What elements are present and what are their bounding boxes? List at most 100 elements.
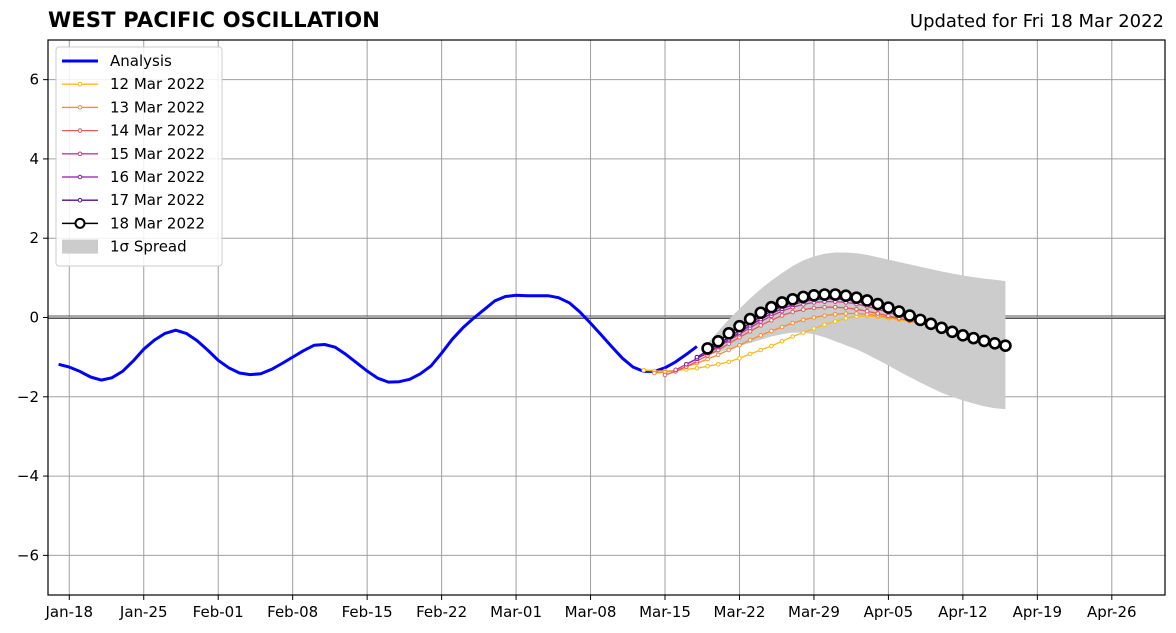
legend-item: Analysis	[62, 52, 172, 70]
y-tick-label: 4	[29, 150, 39, 168]
data-point	[935, 321, 948, 335]
legend-marker	[77, 151, 83, 157]
x-tick-label: Feb-22	[416, 603, 467, 621]
data-point	[737, 356, 742, 361]
x-tick-label: Feb-08	[267, 603, 318, 621]
data-point	[683, 361, 689, 367]
x-tick-label: Jan-18	[44, 603, 93, 621]
data-point	[801, 307, 806, 312]
data-point	[779, 324, 785, 330]
data-point	[726, 347, 732, 353]
analysis-line	[58, 293, 698, 384]
legend-marker	[77, 128, 83, 133]
data-point	[956, 329, 970, 342]
data-point	[811, 326, 817, 331]
ticks: Jan-18 Jan-25 Feb-01 Feb-08 Feb-15 Feb-22 Mar-…	[17, 71, 1137, 621]
data-point	[828, 288, 842, 301]
data-point	[914, 313, 927, 327]
data-point	[999, 339, 1012, 352]
data-point	[779, 338, 785, 344]
data-point	[875, 311, 881, 316]
legend: Analysis 12 Mar 2022 13 Mar 2022 14 Mar 202…	[55, 46, 223, 267]
data-point	[743, 312, 757, 326]
data-point	[832, 319, 838, 324]
x-tick-label: Mar-08	[565, 603, 617, 621]
data-point	[786, 292, 799, 306]
data-point	[882, 301, 895, 314]
data-point	[726, 359, 732, 365]
x-tick-label: Apr-12	[938, 603, 988, 621]
data-point	[811, 315, 817, 320]
plot-content	[58, 252, 1012, 410]
x-tick-label: Feb-15	[342, 603, 393, 621]
data-point	[850, 291, 863, 304]
data-point	[715, 352, 721, 358]
data-point	[722, 327, 736, 340]
legend-marker	[74, 217, 86, 229]
updated-date: Updated for Fri 18 Mar 2022	[909, 11, 1164, 32]
data-point	[641, 367, 647, 373]
data-point	[715, 361, 721, 367]
data-point	[854, 311, 859, 316]
x-tick-label: Mar-15	[639, 603, 691, 621]
data-point	[705, 363, 710, 369]
data-point	[903, 309, 916, 322]
spread-band	[707, 252, 1006, 410]
legend-label: 14 Mar 2022	[110, 122, 205, 140]
legend-item: 17 Mar 2022	[62, 191, 205, 209]
data-point	[967, 331, 980, 345]
data-point	[843, 315, 849, 321]
legend-marker	[77, 174, 83, 180]
y-tick-label: −6	[17, 546, 39, 564]
legend-item: 18 Mar 2022	[62, 214, 205, 232]
x-tick-label: Feb-01	[193, 603, 244, 621]
data-point	[733, 319, 746, 333]
data-point	[758, 347, 764, 353]
data-point	[822, 322, 827, 327]
legend-label: 13 Mar 2022	[110, 98, 205, 116]
legend-item: 13 Mar 2022	[62, 98, 205, 116]
y-tick-label: −4	[17, 467, 39, 485]
data-point	[652, 370, 657, 376]
legend-box	[55, 46, 223, 267]
data-point	[832, 304, 838, 310]
page-title: WEST PACIFIC OSCILLATION	[48, 8, 381, 32]
data-point	[843, 311, 849, 316]
legend-item: 16 Mar 2022	[62, 168, 205, 186]
data-point	[801, 330, 806, 335]
data-point	[673, 367, 678, 373]
data-point	[662, 372, 668, 378]
legend-item: 15 Mar 2022	[62, 145, 205, 163]
data-point	[822, 313, 827, 318]
legend-label: 17 Mar 2022	[110, 191, 205, 209]
data-point	[790, 309, 795, 315]
legend-label: Analysis	[110, 52, 172, 70]
data-point	[797, 290, 810, 304]
data-point	[988, 336, 1002, 350]
data-point	[705, 356, 710, 362]
data-point	[737, 342, 742, 348]
data-point	[818, 288, 831, 301]
data-point	[769, 328, 774, 334]
y-tick-label: 6	[29, 71, 39, 89]
x-tick-label: Mar-29	[788, 603, 840, 621]
data-point	[860, 294, 874, 307]
data-point	[790, 320, 795, 326]
x-tick-label: Apr-26	[1087, 603, 1137, 621]
data-point	[769, 317, 774, 323]
data-point	[775, 296, 789, 309]
x-tick-label: Apr-19	[1013, 603, 1063, 621]
data-point	[694, 365, 700, 371]
data-point	[843, 305, 849, 311]
y-tick-label: 0	[29, 309, 39, 327]
data-point	[854, 306, 859, 312]
x-tick-label: Mar-22	[714, 603, 766, 621]
data-point	[701, 342, 714, 355]
x-tick-label: Apr-05	[864, 603, 914, 621]
legend-marker	[77, 81, 83, 87]
data-point	[886, 313, 891, 319]
data-point	[977, 334, 991, 348]
data-point	[747, 351, 753, 357]
data-point	[871, 297, 885, 311]
